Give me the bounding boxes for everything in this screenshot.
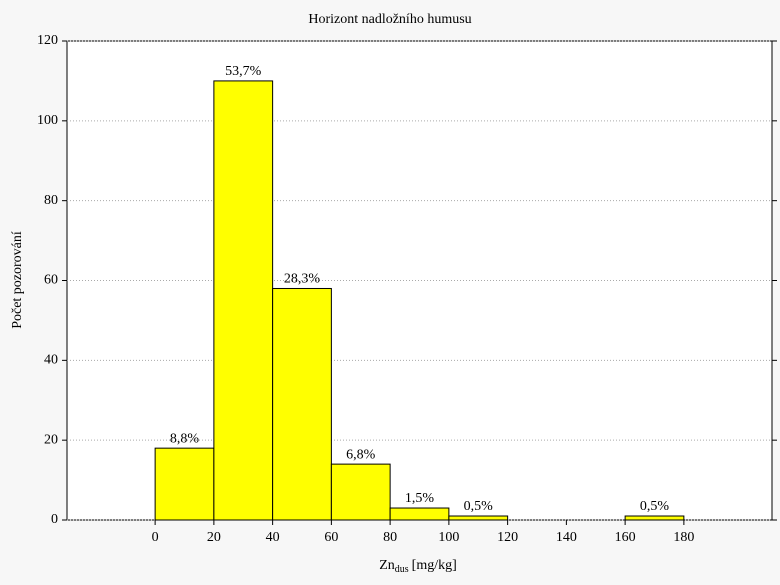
x-tick-label: 80 [383,530,397,545]
y-tick-label: 120 [37,33,58,48]
bar-label: 1,5% [405,491,435,506]
x-tick-label: 120 [497,530,518,545]
bar-label: 0,5% [640,499,670,514]
y-axis-label: Počet pozorování [10,231,25,329]
bar [154,447,215,521]
bar-label: 53,7% [225,64,262,79]
bar [389,507,450,521]
bar-label: 0,5% [464,499,494,514]
y-tick-label: 100 [37,113,58,128]
bar [213,80,274,521]
bar [330,463,391,521]
bar [448,515,509,521]
chart-title: Horizont nadložního humusu [308,12,471,27]
bar [624,515,685,521]
y-tick-label: 0 [51,512,58,527]
y-tick-label: 80 [44,193,58,208]
x-tick-label: 160 [615,530,636,545]
x-label-main: Zn [379,558,395,573]
bar-label: 6,8% [346,447,376,462]
bar-label: 28,3% [284,272,321,287]
bar [272,287,332,521]
y-tick-label: 40 [44,353,58,368]
y-tick-label: 20 [44,432,58,447]
x-label-unit: [mg/kg] [412,558,457,573]
x-tick-label: 20 [207,530,221,545]
x-axis-label: Zndus [mg/kg] [379,558,457,575]
bar-label: 8,8% [170,431,200,446]
x-label-sub: dus [395,564,409,575]
x-tick-label: 180 [673,530,694,545]
x-tick-label: 140 [556,530,577,545]
x-tick-label: 100 [438,530,459,545]
x-tick-label: 0 [152,530,159,545]
x-tick-label: 40 [266,530,280,545]
y-tick-label: 60 [44,273,58,288]
x-tick-label: 60 [324,530,338,545]
